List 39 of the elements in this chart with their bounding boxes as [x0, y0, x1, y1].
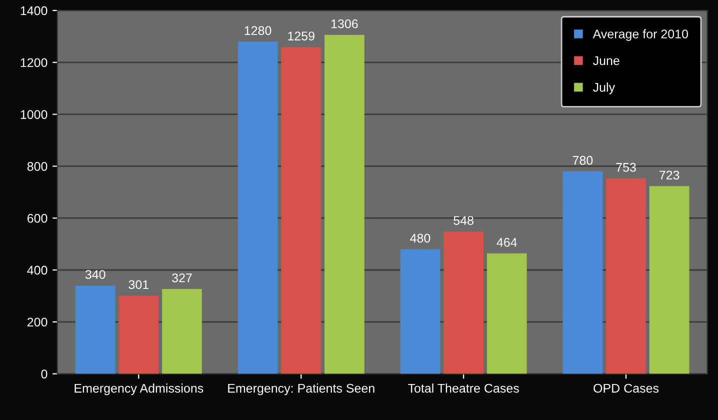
bar	[562, 171, 603, 374]
legend-label: July	[593, 82, 616, 94]
legend-label: Average for 2010	[592, 29, 688, 41]
x-tick-label: OPD Cases	[594, 384, 659, 393]
bar	[444, 232, 484, 374]
bar	[162, 288, 202, 374]
bar	[238, 42, 278, 374]
x-tick-label: Emergency: Patients Seen	[228, 384, 374, 396]
bar	[281, 47, 322, 374]
bar	[606, 178, 646, 374]
data-label: 1259	[288, 32, 314, 40]
data-label: 340	[85, 270, 106, 279]
y-tick-label: 1000	[20, 110, 48, 119]
bar	[400, 249, 440, 374]
x-tick-label: Total Theatre Cases	[408, 384, 519, 393]
y-tick-label: 600	[28, 214, 48, 223]
data-label: 780	[572, 156, 593, 165]
legend-label: June	[593, 56, 620, 66]
data-label: 723	[660, 170, 680, 180]
data-label: 480	[410, 234, 430, 243]
data-label: 327	[172, 273, 192, 282]
data-label: 1280	[244, 26, 272, 36]
data-label: 464	[496, 238, 517, 247]
y-tick-label: 1200	[20, 58, 48, 68]
y-tick-label: 200	[27, 318, 48, 327]
bar	[486, 253, 527, 374]
y-tick-label: 0	[41, 370, 48, 378]
data-label: 753	[616, 162, 636, 172]
y-tick-label: 1400	[20, 6, 48, 16]
data-label: 1306	[331, 19, 358, 28]
bar	[324, 34, 364, 374]
data-label: 548	[454, 216, 474, 225]
bar	[118, 296, 159, 374]
x-tick-label: Emergency Admissions	[74, 384, 204, 396]
bar	[75, 286, 116, 374]
data-label: 301	[128, 280, 148, 290]
y-tick-label: 400	[27, 266, 48, 275]
bar	[649, 186, 690, 374]
y-tick-label: 800	[27, 162, 48, 171]
